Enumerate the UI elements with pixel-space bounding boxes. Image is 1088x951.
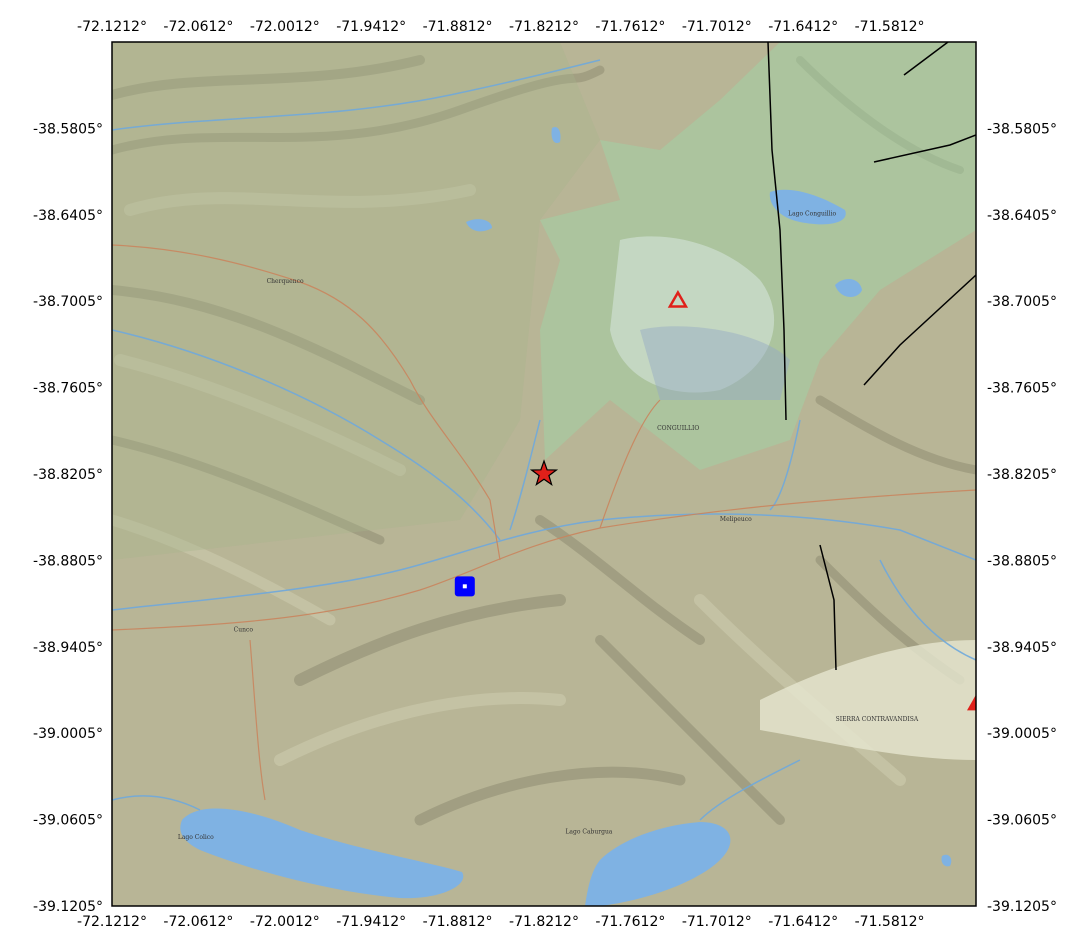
x-tick-label-top: -71.9412° xyxy=(336,19,406,35)
place-label: Melipeuco xyxy=(720,516,752,523)
y-tick-label-left: -39.1205° xyxy=(33,899,103,915)
place-label: SIERRA CONTRAVANDISA xyxy=(836,716,919,723)
y-tick-label-right: -39.0605° xyxy=(987,813,1057,829)
tick-labels: -72.1212° -72.0612° -72.0012° -71.9412° -71.… xyxy=(33,19,1057,930)
place-label: Lago Caburgua xyxy=(565,828,612,835)
y-tick-label-right: -38.5805° xyxy=(987,121,1057,137)
forest-area xyxy=(112,42,600,560)
x-tick-label-bottom: -71.7012° xyxy=(682,914,752,930)
y-tick-label-left: -39.0605° xyxy=(33,813,103,829)
y-tick-label-left: -38.5805° xyxy=(33,121,103,137)
epicenter-star-marker xyxy=(529,459,559,486)
x-tick-label-top: -72.1212° xyxy=(77,19,147,35)
y-tick-label-left: -38.9405° xyxy=(33,640,103,656)
place-label: Cherquenco xyxy=(267,278,304,285)
y-tick-label-left: -38.6405° xyxy=(33,208,103,224)
y-tick-label-right: -38.8805° xyxy=(987,553,1057,569)
lake-small-4 xyxy=(941,854,952,867)
x-tick-label-bottom: -71.9412° xyxy=(336,914,406,930)
lake-colico xyxy=(180,808,464,899)
y-tick-label-left: -39.0005° xyxy=(33,726,103,742)
x-tick-label-top: -71.7612° xyxy=(595,19,665,35)
x-tick-label-top: -71.7012° xyxy=(682,19,752,35)
x-tick-label-bottom: -71.8812° xyxy=(423,914,493,930)
mountain-light-area xyxy=(760,640,976,760)
y-tick-label-left: -38.7005° xyxy=(33,294,103,310)
x-tick-label-bottom: -71.7612° xyxy=(595,914,665,930)
lake-caburgua xyxy=(585,822,731,906)
place-labels: Cherquenco Melipeuco CONGUILLIO Lago Congui… xyxy=(178,211,919,842)
x-tick-label-top: -71.8212° xyxy=(509,19,579,35)
y-tick-label-left: -38.8205° xyxy=(33,467,103,483)
markers xyxy=(454,289,976,711)
x-tick-label-top: -71.8812° xyxy=(423,19,493,35)
y-tick-label-right: -39.1205° xyxy=(987,899,1057,915)
rivers xyxy=(112,59,976,821)
y-tick-label-right: -38.7005° xyxy=(987,294,1057,310)
x-tick-label-bottom: -72.0612° xyxy=(163,914,233,930)
y-tick-label-left: -38.8805° xyxy=(33,553,103,569)
lava-field xyxy=(640,326,790,400)
place-label: Lago Colico xyxy=(178,834,214,841)
x-tick-label-bottom: -71.6412° xyxy=(768,914,838,930)
y-tick-label-right: -38.6405° xyxy=(987,208,1057,224)
y-tick-label-right: -39.0005° xyxy=(987,726,1057,742)
place-label: Lago Conguillio xyxy=(788,211,836,218)
station-square-center xyxy=(462,584,467,589)
roads xyxy=(112,244,976,801)
x-tick-label-bottom: -71.5812° xyxy=(855,914,925,930)
map-frame xyxy=(111,41,977,907)
x-tick-label-bottom: -71.8212° xyxy=(509,914,579,930)
x-tick-label-top: -71.6412° xyxy=(768,19,838,35)
x-tick-label-bottom: -72.1212° xyxy=(77,914,147,930)
lake-small-1 xyxy=(835,278,862,297)
x-tick-label-top: -72.0012° xyxy=(250,19,320,35)
lake-small-3 xyxy=(551,126,561,144)
x-tick-label-top: -71.5812° xyxy=(855,19,925,35)
place-label: CONGUILLIO xyxy=(657,425,699,432)
x-tick-label-bottom: -72.0012° xyxy=(250,914,320,930)
y-tick-label-right: -38.8205° xyxy=(987,467,1057,483)
lake-conguillio xyxy=(769,189,846,225)
hillshade xyxy=(112,55,976,826)
basemap xyxy=(112,42,976,906)
faults xyxy=(767,42,976,671)
y-tick-label-right: -38.9405° xyxy=(987,640,1057,656)
volcano-triangle-marker xyxy=(667,289,689,308)
volcano-triangle-marker xyxy=(967,694,976,711)
lake-small-2 xyxy=(466,219,492,232)
volcano-summit-area xyxy=(610,236,775,393)
x-tick-label-top: -72.0612° xyxy=(163,19,233,35)
y-tick-label-left: -38.7605° xyxy=(33,381,103,397)
y-tick-label-right: -38.7605° xyxy=(987,381,1057,397)
place-label: Cunco xyxy=(234,627,254,634)
